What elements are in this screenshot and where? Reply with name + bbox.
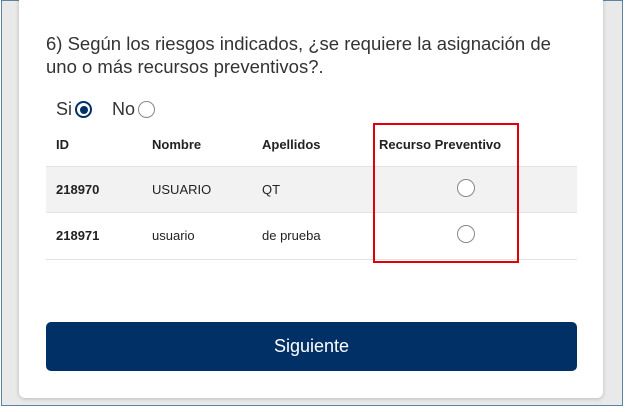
option-no[interactable]: No — [112, 99, 156, 120]
next-button[interactable]: Siguiente — [46, 322, 577, 371]
table-header-row: ID Nombre Apellidos Recurso Preventivo — [46, 124, 577, 166]
table-row: 218970 USUARIO QT — [46, 165, 577, 213]
radio-si-selected[interactable] — [75, 101, 93, 118]
recurso-preventivo-radio[interactable] — [457, 225, 475, 244]
header-apellidos: Apellidos — [262, 137, 321, 153]
cell-apellidos: QT — [252, 165, 369, 213]
header-recurso-preventivo: Recurso Preventivo — [379, 137, 502, 153]
recurso-preventivo-radio[interactable] — [457, 178, 475, 197]
cell-nombre: usuario — [142, 212, 252, 260]
option-si[interactable]: Si — [56, 99, 93, 120]
cell-id: 218971 — [46, 212, 142, 260]
cell-nombre: USUARIO — [142, 165, 252, 213]
cell-recurso-preventivo — [369, 212, 577, 260]
header-nombre: Nombre — [152, 137, 202, 153]
yes-no-radio-group: Si No — [56, 99, 175, 120]
cell-id: 218970 — [46, 165, 142, 213]
header-id: ID — [56, 137, 69, 153]
option-si-label: Si — [56, 99, 73, 119]
cell-apellidos: de prueba — [252, 212, 369, 260]
question-text: 6) Según los riesgos indicados, ¿se requ… — [46, 33, 551, 77]
cell-recurso-preventivo — [369, 165, 577, 213]
option-no-label: No — [112, 99, 136, 119]
workers-table: ID Nombre Apellidos Recurso Preventivo 2… — [46, 124, 577, 260]
radio-no[interactable] — [138, 101, 156, 118]
table-row: 218971 usuario de prueba — [46, 212, 577, 260]
